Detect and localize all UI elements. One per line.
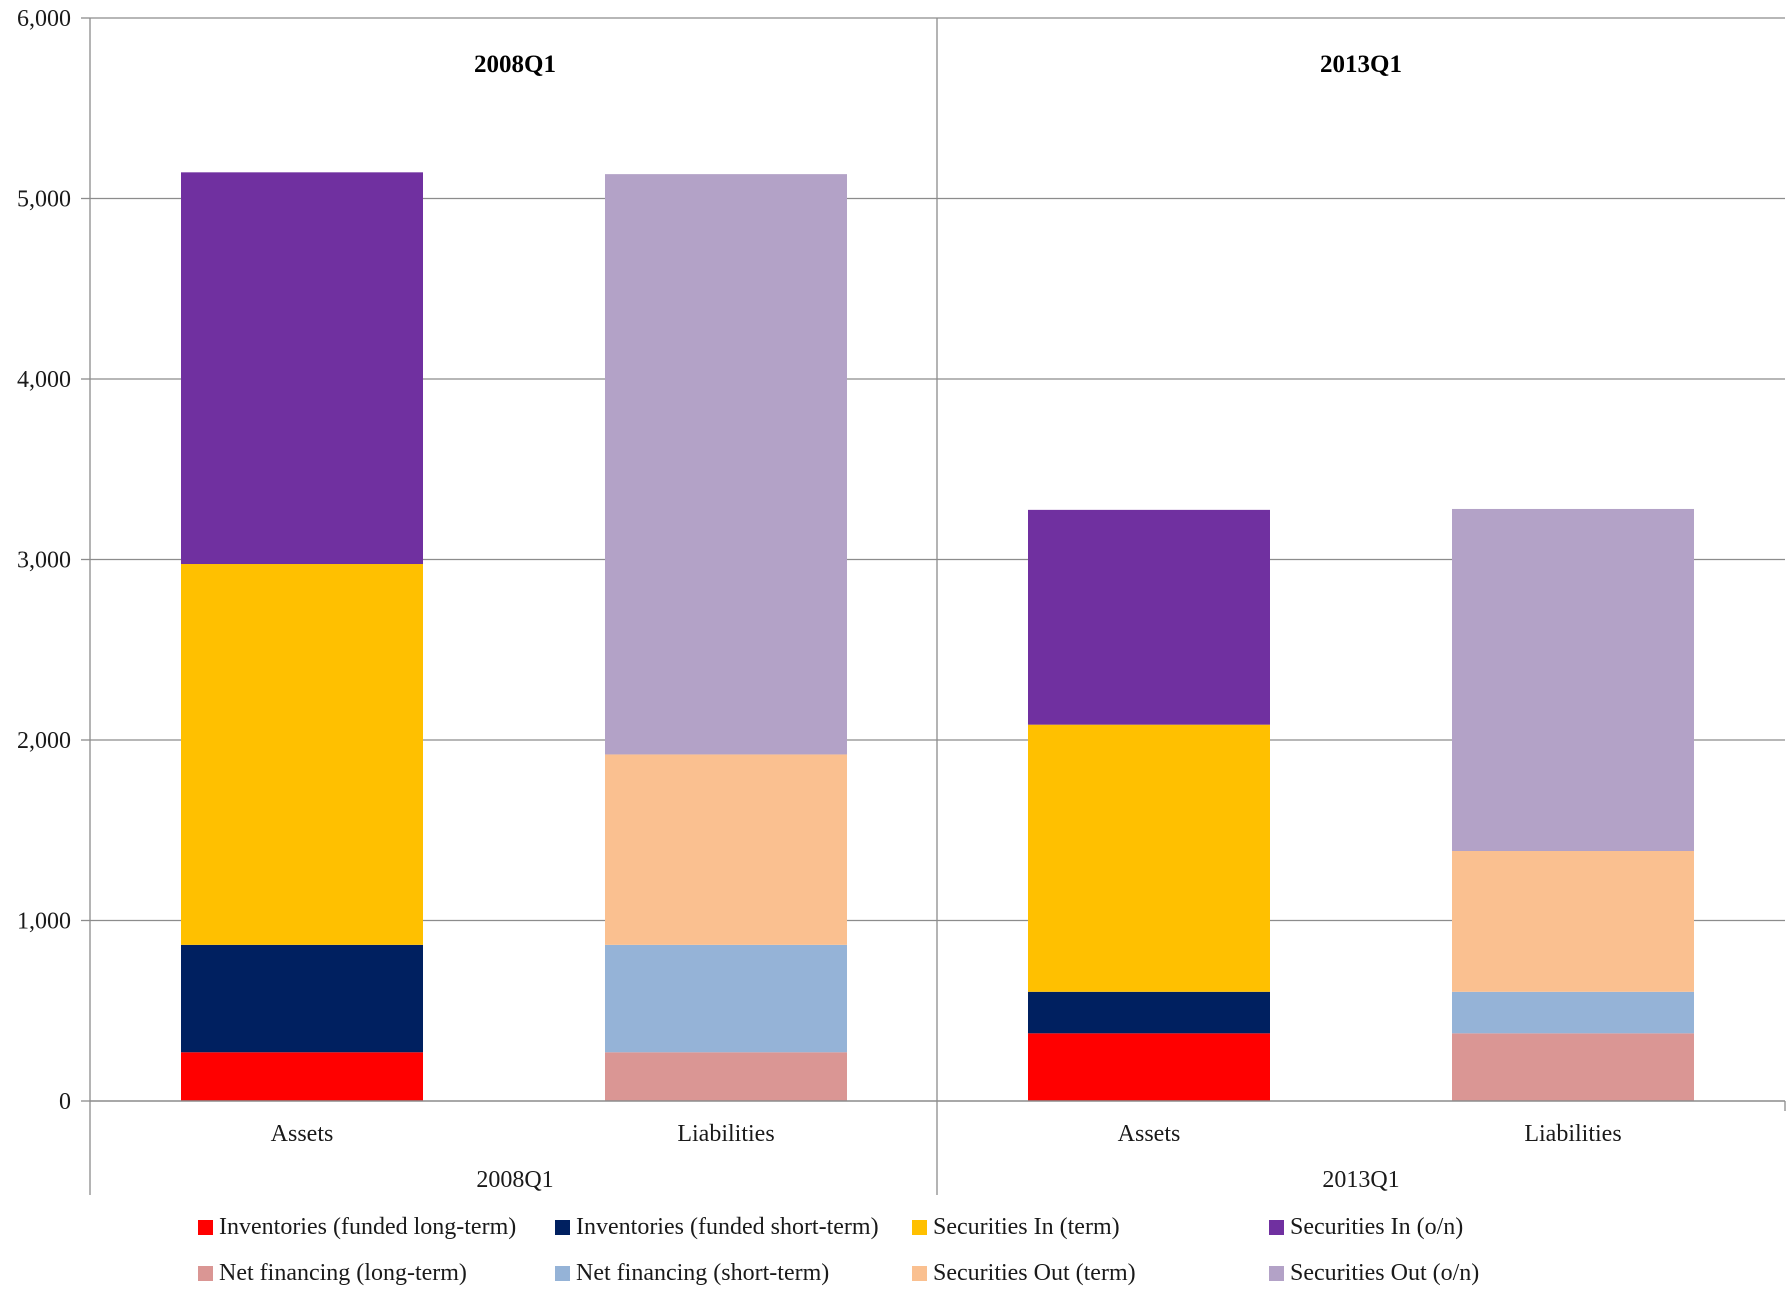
bar-segment [605, 944, 847, 1053]
x-category-label: Assets [271, 1121, 334, 1147]
y-tick-label: 2,000 [17, 728, 71, 754]
bar-segment [1452, 991, 1694, 1034]
legend-label: Net financing (short-term) [576, 1260, 829, 1286]
legend-swatch [198, 1266, 213, 1281]
x-category-label: Liabilities [677, 1121, 774, 1147]
y-tick-label: 0 [59, 1089, 71, 1115]
legend-label: Securities Out (term) [933, 1260, 1136, 1286]
legend-label: Securities In (term) [933, 1214, 1120, 1240]
legend-swatch [555, 1220, 570, 1235]
y-tick-label: 4,000 [17, 367, 71, 393]
bar-segment [1028, 1033, 1270, 1101]
legend-label: Securities Out (o/n) [1290, 1260, 1479, 1286]
legend-swatch [1269, 1220, 1284, 1235]
legend-label: Inventories (funded long-term) [219, 1214, 516, 1240]
bar-segment [181, 1052, 423, 1101]
legend-swatch [555, 1266, 570, 1281]
x-category-label: Liabilities [1524, 1121, 1621, 1147]
legend-swatch [912, 1220, 927, 1235]
bar-segment [181, 172, 423, 565]
bar-segment [605, 174, 847, 755]
y-tick-label: 3,000 [17, 548, 71, 574]
legend-swatch [198, 1220, 213, 1235]
group-header: 2008Q1 [474, 51, 556, 78]
legend-label: Net financing (long-term) [219, 1260, 467, 1286]
y-tick-label: 5,000 [17, 187, 71, 213]
bar-segment [605, 1052, 847, 1101]
y-tick-label: 6,000 [17, 6, 71, 32]
legend-label: Inventories (funded short-term) [576, 1214, 879, 1240]
bar-segment [1028, 724, 1270, 992]
x-category-label: Assets [1118, 1121, 1181, 1147]
bar-segment [181, 564, 423, 945]
bar-segment [605, 754, 847, 945]
legend-swatch [912, 1266, 927, 1281]
y-tick-label: 1,000 [17, 909, 71, 935]
bar-segment [1452, 508, 1694, 852]
group-header: 2013Q1 [1320, 51, 1402, 78]
legend-swatch [1269, 1266, 1284, 1281]
bar-segment [181, 944, 423, 1053]
bar-segment [1028, 991, 1270, 1034]
bar-segment [1028, 509, 1270, 725]
bar-segment [1452, 851, 1694, 992]
x-group-label: 2008Q1 [476, 1167, 553, 1193]
legend-label: Securities In (o/n) [1290, 1214, 1463, 1240]
bar-segment [1452, 1033, 1694, 1101]
x-group-label: 2013Q1 [1322, 1167, 1399, 1193]
